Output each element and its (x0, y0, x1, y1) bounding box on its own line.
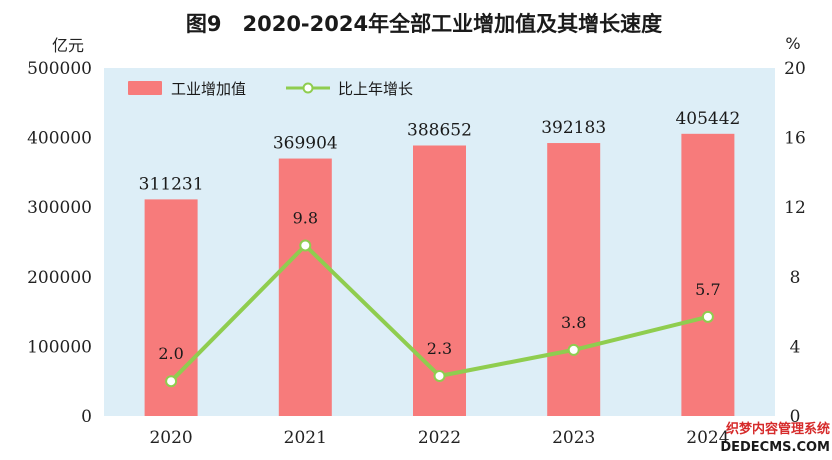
line-point (701, 310, 714, 323)
y-tick-label: 100000 (27, 337, 92, 357)
y-axis: 0 100000 200000 300000 400000 500000 (27, 59, 92, 427)
y2-tick-label: 16 (784, 129, 806, 149)
bar-value-label: 405442 (675, 109, 740, 129)
x-tick-label: 2023 (552, 428, 595, 448)
line-value-label: 9.8 (293, 208, 318, 227)
legend-bar-swatch (128, 81, 162, 95)
line-value-label: 2.0 (158, 344, 183, 363)
line-labels: 2.0 9.8 2.3 3.8 5.7 (158, 208, 720, 363)
line-point (433, 369, 446, 382)
bar-value-label: 311231 (139, 174, 204, 194)
watermark: 织梦内容管理系统 DEDECMS.COM (720, 421, 830, 455)
y2-tick-label: 4 (790, 337, 801, 357)
line-point (165, 375, 178, 388)
line-value-label: 2.3 (427, 339, 452, 358)
y2-axis: 0 4 8 12 16 20 (784, 59, 806, 427)
bar (547, 143, 601, 416)
y-axis-label: 亿元 (52, 36, 84, 55)
legend-line-label: 比上年增长 (338, 80, 413, 98)
legend: 工业增加值 比上年增长 (128, 80, 413, 98)
bar (278, 158, 332, 416)
bar-value-label: 392183 (541, 118, 606, 138)
y2-tick-label: 12 (784, 198, 806, 218)
y2-tick-label: 20 (784, 59, 806, 79)
line-value-label: 5.7 (695, 280, 720, 299)
y-tick-label: 200000 (27, 268, 92, 288)
x-tick-label: 2020 (149, 428, 192, 448)
x-tick-label: 2022 (418, 428, 461, 448)
y-tick-label: 400000 (27, 129, 92, 149)
y-tick-label: 300000 (27, 198, 92, 218)
y-tick-label: 0 (81, 407, 92, 427)
bar-value-label: 388652 (407, 120, 472, 140)
bar-value-label: 369904 (273, 134, 338, 154)
line-point (299, 239, 312, 252)
x-tick-label: 2024 (686, 428, 729, 448)
watermark-line2: DEDECMS.COM (720, 440, 830, 455)
legend-line-marker (302, 82, 314, 94)
line-point (567, 343, 580, 356)
x-tick-label: 2021 (284, 428, 327, 448)
bar-labels: 311231 369904 388652 392183 405442 (139, 109, 741, 195)
x-axis: 2020 2021 2022 2023 2024 (149, 428, 729, 448)
y2-tick-label: 0 (790, 407, 801, 427)
legend-bar-label: 工业增加值 (171, 80, 246, 98)
y-tick-label: 500000 (27, 59, 92, 79)
y2-axis-label: % (785, 34, 800, 53)
line-series (165, 239, 714, 388)
line-value-label: 3.8 (561, 313, 586, 332)
y2-tick-label: 8 (790, 268, 801, 288)
chart-title: 图9 2020-2024年全部工业增加值及其增长速度 (186, 12, 662, 36)
watermark-line1: 织梦内容管理系统 (726, 421, 830, 437)
bar (681, 133, 735, 416)
